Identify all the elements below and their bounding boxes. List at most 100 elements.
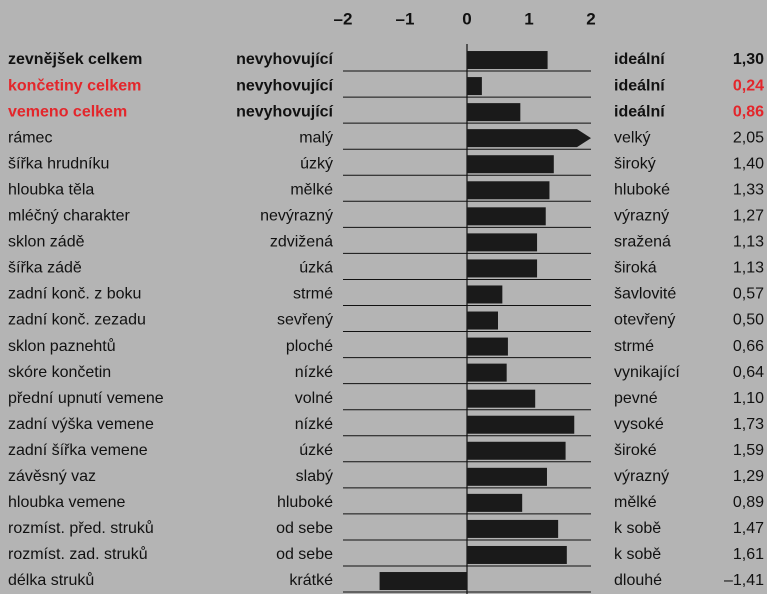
trait-name: vemeno celkem [8,103,127,120]
low-label: zdvižená [270,234,333,251]
bar [467,233,538,252]
trait-name: sklon paznehtů [8,337,116,355]
bar [467,285,503,304]
high-label: vysoké [614,416,664,433]
value-label: 1,59 [733,442,764,459]
trait-name: sklon zádě [8,234,85,251]
high-label: ideální [614,77,665,94]
high-label: široké [614,442,657,459]
high-label: široký [614,155,656,172]
x-tick-label: 0 [462,9,471,28]
trait-name: zevnějšek celkem [8,51,142,68]
high-label: k sobě [614,546,661,563]
bar [467,207,546,226]
value-label: 1,10 [733,390,764,407]
high-label: výrazný [614,208,669,225]
x-tick-label: 2 [586,9,595,28]
low-label: slabý [296,468,333,485]
trait-name: hloubka vemene [8,494,126,511]
low-label: krátké [289,572,333,589]
low-label: nevýrazný [260,208,333,225]
trait-name: zadní výška vemene [8,416,154,433]
trait-name: přední upnutí vemene [8,390,164,407]
value-label: –1,41 [724,572,764,589]
bar [467,337,508,356]
low-label: strmé [293,286,333,303]
high-label: velký [614,129,650,146]
value-label: 1,73 [733,416,764,433]
trait-name: zadní konč. zezadu [8,312,146,329]
low-label: malý [299,129,333,146]
trait-name: hloubka těla [8,181,94,198]
x-tick-label: –1 [396,9,415,28]
bar [467,259,538,278]
high-label: ideální [614,103,665,120]
low-label: úzký [300,155,333,172]
bar [379,572,467,591]
value-label: 1,47 [733,520,764,537]
low-label: hluboké [277,494,333,511]
trait-name: délka struků [8,571,94,589]
low-label: nízké [295,364,333,381]
value-label: 0,50 [733,312,764,329]
high-label: vynikající [614,364,680,381]
high-label: široká [614,260,657,277]
value-label: 1,13 [733,234,764,251]
value-label: 0,24 [733,77,764,94]
high-label: šavlovité [614,286,676,303]
x-tick-label: 1 [524,9,533,28]
value-label: 1,40 [733,155,764,172]
low-label: nevyhovující [236,103,333,120]
trait-name: šířka hrudníku [8,155,109,172]
high-label: pevné [614,390,658,407]
trait-name: končetiny celkem [8,77,141,94]
value-label: 2,05 [733,129,764,146]
value-label: 1,29 [733,468,764,485]
trait-name: zadní šířka vemene [8,442,148,459]
low-label: od sebe [276,520,333,537]
trait-name: zadní konč. z boku [8,286,141,303]
bar [467,415,575,434]
bar [467,311,498,330]
high-label: dlouhé [614,572,662,589]
low-label: nevyhovující [236,51,333,68]
bar [467,363,507,382]
high-label: ideální [614,51,665,68]
bar [467,545,567,564]
low-label: od sebe [276,546,333,563]
value-label: 1,30 [733,51,764,68]
trait-name: rámec [8,129,52,146]
value-label: 1,61 [733,546,764,563]
bar [467,51,548,70]
value-label: 0,86 [733,103,764,120]
bar [467,467,547,486]
bar [467,493,523,512]
high-label: sražená [614,234,671,251]
bar [467,181,550,200]
value-label: 0,57 [733,286,764,303]
low-label: mělké [290,181,333,198]
high-label: mělké [614,494,657,511]
value-label: 0,64 [733,364,764,381]
trait-name: závěsný vaz [8,468,96,485]
low-label: ploché [286,338,333,355]
value-label: 0,89 [733,494,764,511]
low-label: nízké [295,416,333,433]
bar [467,441,566,460]
low-label: volné [295,390,333,407]
low-label: sevřený [277,312,333,329]
low-label: úzké [299,442,333,459]
bar [467,77,482,96]
bar [467,103,521,122]
value-label: 1,33 [733,181,764,198]
value-label: 1,13 [733,260,764,277]
x-tick-label: –2 [334,9,353,28]
value-label: 0,66 [733,338,764,355]
high-label: hluboké [614,181,670,198]
low-label: úzká [299,260,333,277]
trait-name: rozmíst. před. struků [8,519,154,537]
value-label: 1,27 [733,208,764,225]
trait-name: mléčný charakter [8,208,130,225]
bar [467,519,559,538]
